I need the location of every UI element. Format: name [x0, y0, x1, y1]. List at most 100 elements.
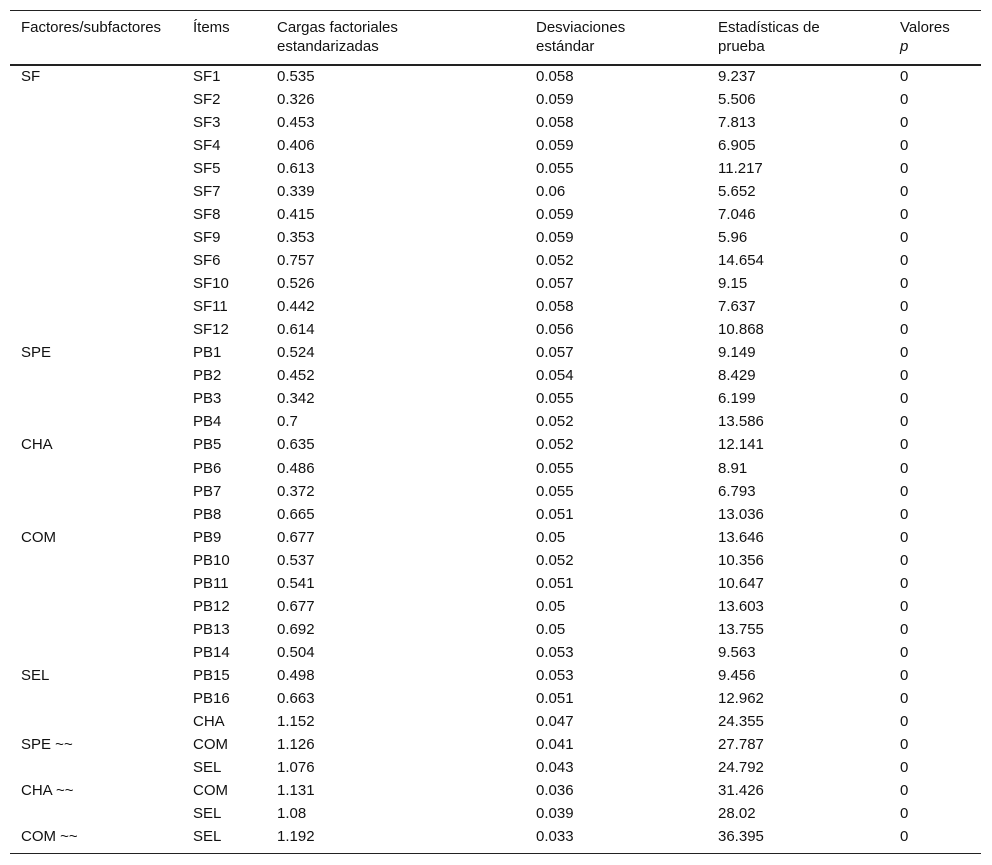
data-cell: 24.355 [718, 712, 764, 730]
data-cell: 9.15 [718, 275, 748, 293]
data-cell: 0.052 [536, 436, 574, 454]
data-cell: 0.052 [536, 413, 574, 431]
data-cell: SF8 [193, 206, 221, 224]
data-cell: 0 [900, 298, 909, 316]
data-cell: 0 [900, 528, 909, 546]
data-cell: 1.076 [277, 758, 315, 776]
header-rule [10, 64, 981, 66]
data-cell: 10.647 [718, 574, 764, 592]
data-cell: 0.353 [277, 229, 315, 247]
data-cell: 0.051 [536, 689, 574, 707]
data-cell: 0 [900, 804, 909, 822]
factor-cell: SEL [21, 666, 50, 684]
data-cell: 0 [900, 643, 909, 661]
data-cell: 0.041 [536, 735, 574, 753]
data-cell: 0.053 [536, 666, 574, 684]
data-cell: 0 [900, 206, 909, 224]
data-cell: 0 [900, 137, 909, 155]
data-cell: 0.635 [277, 436, 315, 454]
data-cell: 31.426 [718, 781, 764, 799]
factor-cell: SPE ~~ [21, 735, 73, 753]
header-text: Factores/subfactores [21, 19, 162, 36]
data-cell: SF9 [193, 229, 221, 247]
data-cell: 0 [900, 551, 909, 569]
data-cell: 0.059 [536, 91, 574, 109]
data-cell: 0.372 [277, 482, 315, 500]
header-cell: Desviaciones estándar [536, 18, 656, 56]
data-cell: 0.339 [277, 183, 315, 201]
data-cell: 0 [900, 252, 909, 270]
data-cell: 0 [900, 758, 909, 776]
data-cell: PB1 [193, 344, 222, 362]
data-cell: 0 [900, 413, 909, 431]
data-cell: 0 [900, 482, 909, 500]
top-rule [10, 10, 981, 11]
data-cell: 0.056 [536, 321, 574, 339]
header-cell: Ítems [193, 18, 273, 37]
data-cell: 0 [900, 620, 909, 638]
data-cell: 0 [900, 459, 909, 477]
data-cell: 0 [900, 160, 909, 178]
header-text: Cargas factoriales estandarizadas [277, 19, 398, 55]
data-cell: 7.637 [718, 298, 756, 316]
data-cell: 36.395 [718, 827, 764, 845]
data-cell: 9.149 [718, 344, 756, 362]
data-cell: 0.524 [277, 344, 315, 362]
data-cell: PB9 [193, 528, 222, 546]
data-cell: 0.06 [536, 183, 566, 201]
data-cell: PB12 [193, 597, 230, 615]
data-cell: 0.692 [277, 620, 315, 638]
data-cell: 0.614 [277, 321, 315, 339]
data-cell: SF6 [193, 252, 221, 270]
data-cell: 0.342 [277, 390, 315, 408]
data-cell: 5.506 [718, 91, 756, 109]
factor-cell: CHA ~~ [21, 781, 74, 799]
data-cell: 0 [900, 735, 909, 753]
data-cell: PB11 [193, 574, 229, 592]
data-cell: 0 [900, 827, 909, 845]
data-cell: 0.057 [536, 275, 574, 293]
data-cell: 13.755 [718, 620, 764, 638]
data-cell: 24.792 [718, 758, 764, 776]
data-cell: 0.036 [536, 781, 574, 799]
data-cell: 0.053 [536, 643, 574, 661]
data-cell: 0.326 [277, 91, 315, 109]
data-cell: 13.646 [718, 528, 764, 546]
data-cell: 5.96 [718, 229, 748, 247]
data-cell: 0.055 [536, 482, 574, 500]
data-cell: PB7 [193, 482, 222, 500]
data-cell: SEL [193, 758, 222, 776]
data-cell: 0 [900, 436, 909, 454]
data-cell: 0 [900, 390, 909, 408]
data-cell: 0 [900, 321, 909, 339]
data-cell: 0 [900, 68, 909, 85]
data-cell: 0.058 [536, 114, 574, 132]
data-cell: 0.498 [277, 666, 315, 684]
data-cell: SF2 [193, 91, 221, 109]
data-cell: 0 [900, 344, 909, 362]
data-cell: 0.452 [277, 367, 315, 385]
factor-cell: CHA [21, 436, 53, 454]
header-text: Ítems [193, 19, 230, 36]
data-cell: 10.868 [718, 321, 764, 339]
data-cell: 0.665 [277, 505, 315, 523]
data-cell: 1.08 [277, 804, 307, 822]
data-cell: 0.406 [277, 137, 315, 155]
data-cell: PB5 [193, 436, 222, 454]
data-cell: 0 [900, 229, 909, 247]
data-cell: 0.453 [277, 114, 315, 132]
data-cell: 0.039 [536, 804, 574, 822]
data-cell: 0.055 [536, 390, 574, 408]
data-cell: 6.905 [718, 137, 756, 155]
data-cell: 10.356 [718, 551, 764, 569]
data-cell: 12.962 [718, 689, 764, 707]
header-text: Valores [900, 19, 950, 36]
header-cell: Estadísticas de prueba [718, 18, 848, 56]
data-cell: 0.05 [536, 528, 566, 546]
header-italic: p [900, 38, 909, 55]
data-cell: 0.613 [277, 160, 315, 178]
data-cell: 0.059 [536, 206, 574, 224]
data-cell: 0 [900, 666, 909, 684]
data-cell: SEL [193, 827, 222, 845]
data-cell: SF11 [193, 298, 228, 316]
